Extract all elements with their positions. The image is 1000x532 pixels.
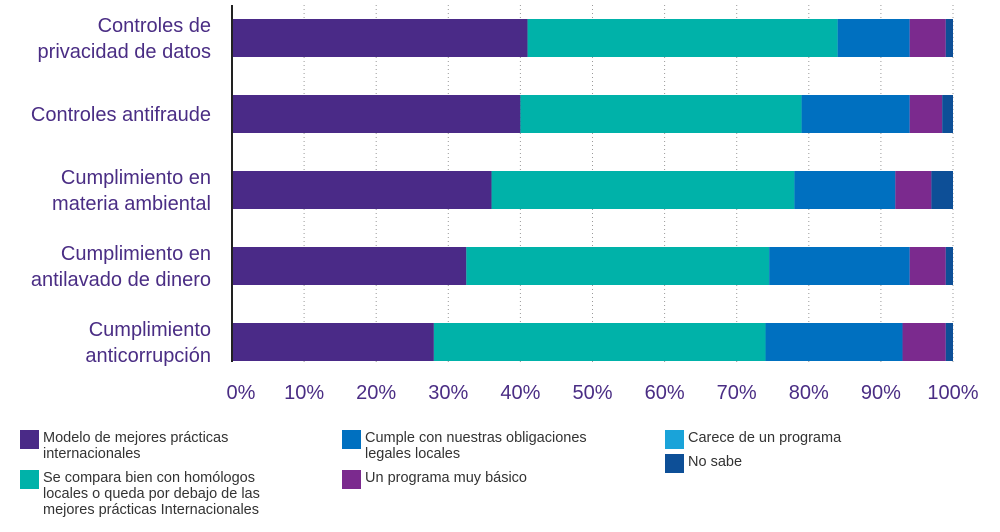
legend-label: Carece de un programa <box>688 430 842 446</box>
legend-label: Cumple con nuestras obligaciones legales… <box>365 430 587 462</box>
bar-segment <box>466 247 770 285</box>
legend-swatch <box>665 454 684 473</box>
bar-segment <box>945 323 953 361</box>
x-tick-label: 60% <box>645 382 685 404</box>
x-tick-label: 50% <box>572 382 612 404</box>
legend-swatch <box>20 430 39 449</box>
bar-segment <box>945 247 953 285</box>
bar-segment <box>232 95 521 133</box>
bar-segment <box>801 95 910 133</box>
stacked-bar-chart: Controles de privacidad de datos Controles… <box>31 5 979 404</box>
category-label: Cumplimiento en <box>61 243 211 265</box>
legend-item-local-obligations: Cumple con nuestras obligaciones legales… <box>342 430 587 462</box>
legend-swatch <box>665 430 684 449</box>
legend-label: Se compara bien con homólogos locales o … <box>43 470 260 518</box>
legend: Modelo de mejores prácticas internaciona… <box>20 428 980 532</box>
category-label: Cumplimiento <box>89 319 211 341</box>
bar-segment <box>765 323 903 361</box>
bar-segment <box>232 19 528 57</box>
legend-item-dont-know: No sabe <box>665 454 742 473</box>
x-tick-label: 0% <box>227 382 256 404</box>
category-label: Controles de <box>98 15 211 37</box>
bar-segment <box>909 95 943 133</box>
x-tick-label: 40% <box>500 382 540 404</box>
bar-segment <box>491 171 795 209</box>
bar-segment <box>527 19 838 57</box>
bar-segment <box>520 95 802 133</box>
bar-segment <box>909 247 946 285</box>
x-tick-label: 90% <box>861 382 901 404</box>
bar-segment <box>794 171 896 209</box>
bar-segment <box>942 95 953 133</box>
legend-item-basic-program: Un programa muy básico <box>342 470 527 489</box>
bar-segment <box>909 19 946 57</box>
legend-item-compares-well: Se compara bien con homólogos locales o … <box>20 470 260 518</box>
x-tick-label: 10% <box>284 382 324 404</box>
bar-segment <box>837 19 910 57</box>
legend-label: Modelo de mejores prácticas internaciona… <box>43 430 229 462</box>
bar-segment <box>902 323 946 361</box>
bar-segment <box>232 323 434 361</box>
category-label: antilavado de dinero <box>31 269 211 291</box>
legend-swatch <box>20 470 39 489</box>
bar-segment <box>895 171 932 209</box>
category-label: Controles antifraude <box>31 104 211 126</box>
bar-segment <box>945 19 953 57</box>
x-tick-label: 80% <box>789 382 829 404</box>
legend-label: No sabe <box>688 454 743 470</box>
legend-swatch <box>342 430 361 449</box>
x-tick-labels: 0% 10% 20% 30% 40% 50% 60% 70% 80% 90% 100% <box>227 382 979 404</box>
bar-segment <box>769 247 910 285</box>
legend-item-no-program: Carece de un programa <box>665 430 841 449</box>
x-tick-label: 70% <box>717 382 757 404</box>
legend-swatch <box>342 470 361 489</box>
legend-item-best-practice: Modelo de mejores prácticas internaciona… <box>20 430 228 462</box>
bar-segment <box>232 171 492 209</box>
x-tick-label: 100% <box>927 382 978 404</box>
legend-label: Un programa muy básico <box>365 470 527 486</box>
category-label: materia ambiental <box>52 193 211 215</box>
bar-segment <box>931 171 953 209</box>
bar-segment <box>433 323 766 361</box>
category-labels: Controles de privacidad de datos Controles… <box>31 15 211 367</box>
x-tick-label: 30% <box>428 382 468 404</box>
bars <box>232 19 953 361</box>
category-label: privacidad de datos <box>38 41 211 63</box>
bar-segment <box>232 247 467 285</box>
category-label: anticorrupción <box>85 345 211 367</box>
x-tick-label: 20% <box>356 382 396 404</box>
category-label: Cumplimiento en <box>61 167 211 189</box>
